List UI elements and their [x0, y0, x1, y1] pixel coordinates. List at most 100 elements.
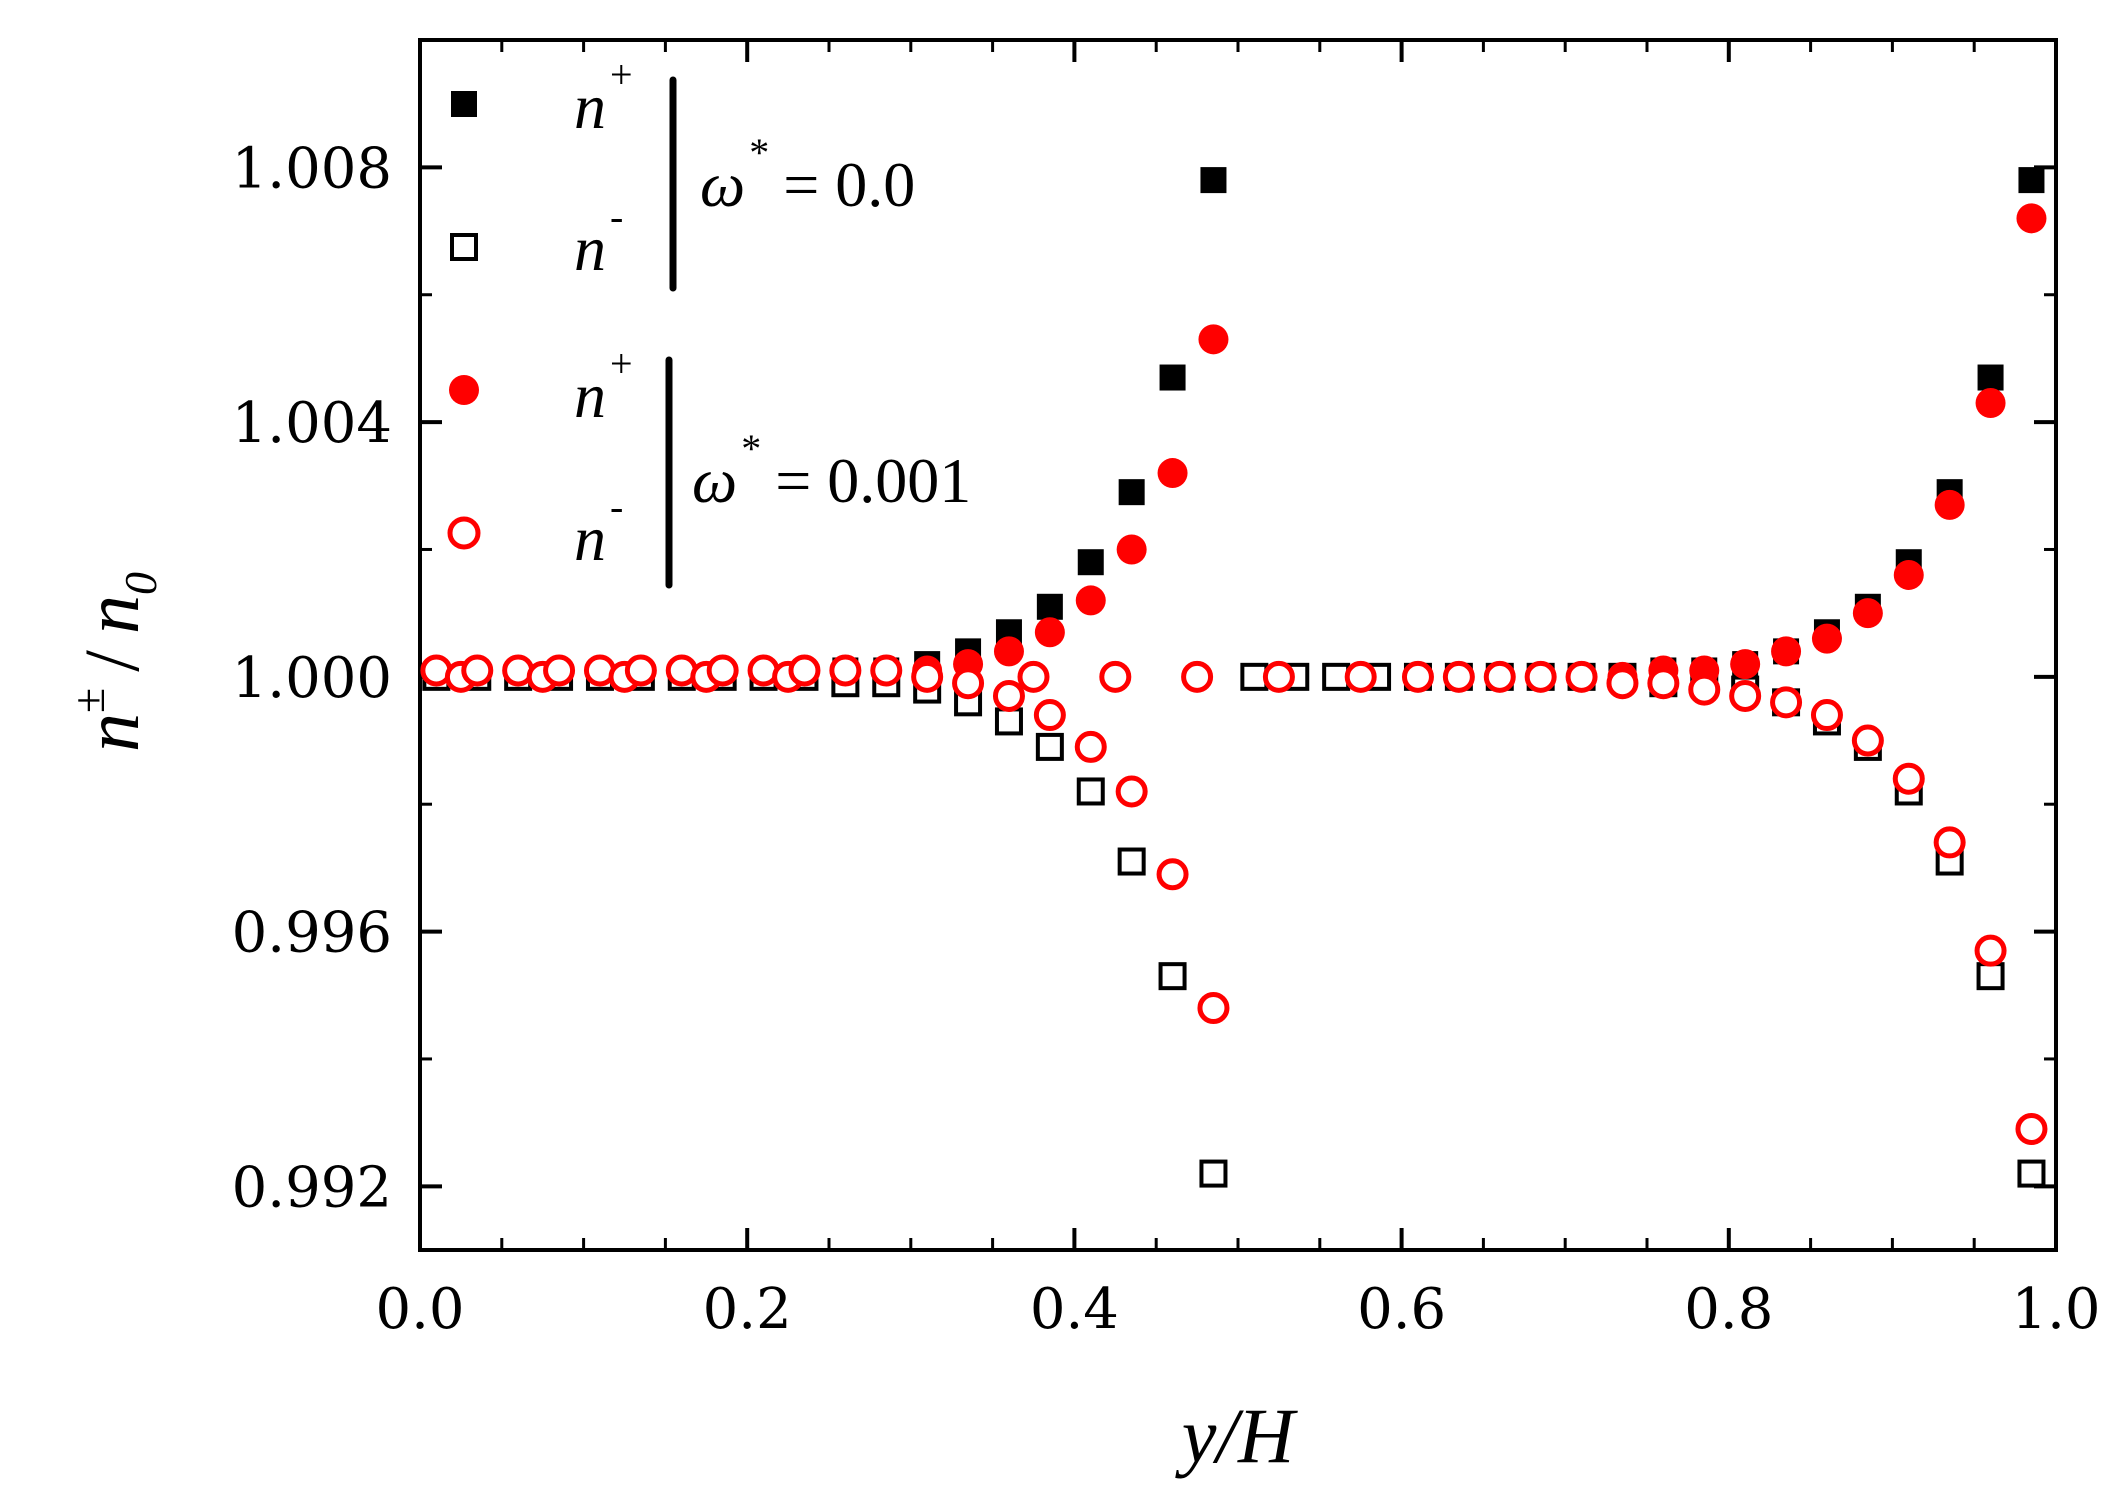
data-point-series-4	[952, 667, 985, 700]
svg-text:n±/n0: n±/n0	[63, 572, 166, 752]
y-axis-title-pm: ±	[63, 688, 114, 713]
data-point-series-2	[1035, 732, 1064, 761]
x-tick-label: 1.0	[2011, 1277, 2100, 1342]
data-point-series-3	[1730, 649, 1761, 680]
legend-omega-value-2: = 0.001	[775, 445, 971, 516]
legend-label-2: n	[574, 213, 606, 284]
data-point-series-4	[1074, 730, 1107, 763]
data-point-series-2	[1158, 962, 1187, 991]
data-point-series-4	[870, 654, 903, 687]
svg-text:n+: n +	[574, 341, 633, 431]
x-axis-title: y/H	[1175, 1392, 1298, 1479]
y-tick-label: 1.000	[232, 646, 392, 711]
data-point-series-1	[2018, 167, 2045, 194]
data-point-series-3	[1034, 617, 1065, 648]
x-tick-label: 0.0	[375, 1277, 464, 1342]
data-point-series-4	[829, 654, 862, 687]
data-point-series-2	[1199, 1159, 1228, 1188]
legend-omega-sup-2: *	[741, 426, 761, 471]
data-point-series-4	[1262, 660, 1295, 693]
data-marks	[420, 167, 2048, 1188]
y-axis-title: n±/n0	[63, 572, 166, 752]
data-point-series-1	[1118, 479, 1145, 506]
data-point-series-4	[1933, 826, 1966, 859]
data-point-series-1	[1977, 364, 2004, 391]
data-point-series-4	[1197, 992, 1230, 1024]
data-point-series-2	[1240, 662, 1269, 691]
data-point-series-4	[1974, 934, 2007, 967]
y-axis-title-n: n	[68, 713, 155, 752]
data-point-series-3	[1198, 324, 1229, 355]
data-point-series-2	[1076, 777, 1105, 806]
legend: n + n- ω * = 0.0 n + n- ω * = 0.001	[447, 52, 971, 589]
data-point-series-2	[1117, 847, 1146, 876]
legend-label-4: n	[574, 503, 606, 574]
data-point-series-3	[1811, 623, 1842, 654]
x-tick-label: 0.6	[1357, 1277, 1446, 1342]
data-point-series-3	[1852, 598, 1883, 629]
legend-omega-2: ω	[692, 445, 737, 516]
data-point-series-3	[1934, 489, 1965, 520]
data-point-series-3	[1075, 585, 1106, 616]
data-point-series-4	[1017, 660, 1050, 693]
y-tick-label: 0.992	[232, 1155, 392, 1220]
data-point-series-4	[1181, 660, 1214, 693]
data-point-series-4	[1810, 699, 1843, 732]
x-tick-labels: 0.0 0.2 0.4 0.6 0.8 1.0	[375, 1277, 2100, 1342]
y-axis-title-n0: n	[68, 595, 155, 634]
data-point-series-2	[1976, 962, 2005, 991]
legend-label-3: n	[574, 360, 606, 431]
data-point-series-3	[1771, 636, 1802, 667]
data-point-series-4	[1483, 660, 1516, 693]
data-point-series-4	[1851, 724, 1884, 757]
data-point-series-4	[1442, 660, 1475, 693]
data-point-series-4	[992, 679, 1025, 712]
y-axis-title-sub: 0	[115, 572, 166, 595]
data-point-series-3	[1116, 534, 1147, 565]
data-point-series-2	[1322, 662, 1351, 691]
data-point-series-3	[1893, 559, 1924, 590]
y-axis-title-slash: /	[68, 650, 155, 672]
data-point-series-4	[788, 654, 821, 687]
data-point-series-4	[1647, 667, 1680, 700]
legend-marker-n-plus-w001	[449, 375, 479, 405]
data-point-series-4	[1770, 686, 1803, 719]
data-point-series-4	[1115, 775, 1148, 808]
legend-omega-sup-1: *	[749, 130, 769, 175]
data-point-series-4	[911, 660, 944, 693]
tick-layer	[418, 38, 2058, 1250]
data-point-series-4	[1688, 673, 1721, 706]
data-point-series-1	[1200, 167, 1227, 194]
svg-text:n-: n-	[574, 194, 623, 284]
data-point-series-1	[1036, 593, 1063, 620]
y-tick-label: 1.004	[232, 391, 392, 456]
data-point-series-1	[1159, 364, 1186, 391]
data-point-series-4	[624, 654, 657, 687]
svg-text:ω*= 0.001: ω * = 0.001	[692, 426, 971, 516]
data-point-series-4	[1156, 858, 1189, 891]
data-point-series-4	[2015, 1113, 2048, 1145]
y-tick-label: 0.996	[232, 901, 392, 966]
x-tick-label: 0.4	[1030, 1277, 1119, 1342]
data-point-series-4	[1344, 660, 1377, 693]
data-point-series-2	[994, 707, 1023, 736]
data-point-series-4	[706, 654, 739, 687]
y-tick-labels: 0.992 0.996 1.000 1.004 1.008	[232, 136, 392, 1220]
data-point-series-3	[2016, 203, 2047, 234]
legend-sup-3: +	[610, 341, 633, 386]
data-point-series-4	[1892, 762, 1925, 795]
legend-sup-2: -	[610, 194, 623, 239]
data-point-series-3	[1157, 458, 1188, 489]
legend-label-1: n	[574, 71, 606, 142]
svg-text:ω*= 0.0: ω * = 0.0	[700, 130, 915, 220]
legend-marker-n-plus-w0	[451, 91, 477, 117]
legend-omega-value-1: = 0.0	[783, 149, 915, 220]
y-tick-label: 1.008	[232, 136, 392, 201]
legend-sup-4: -	[610, 484, 623, 529]
legend-marker-n-minus-w001	[447, 516, 481, 550]
data-point-series-4	[461, 654, 494, 687]
svg-text:n-: n-	[574, 484, 623, 574]
legend-omega-1: ω	[700, 149, 745, 220]
data-point-series-4	[1565, 660, 1598, 693]
